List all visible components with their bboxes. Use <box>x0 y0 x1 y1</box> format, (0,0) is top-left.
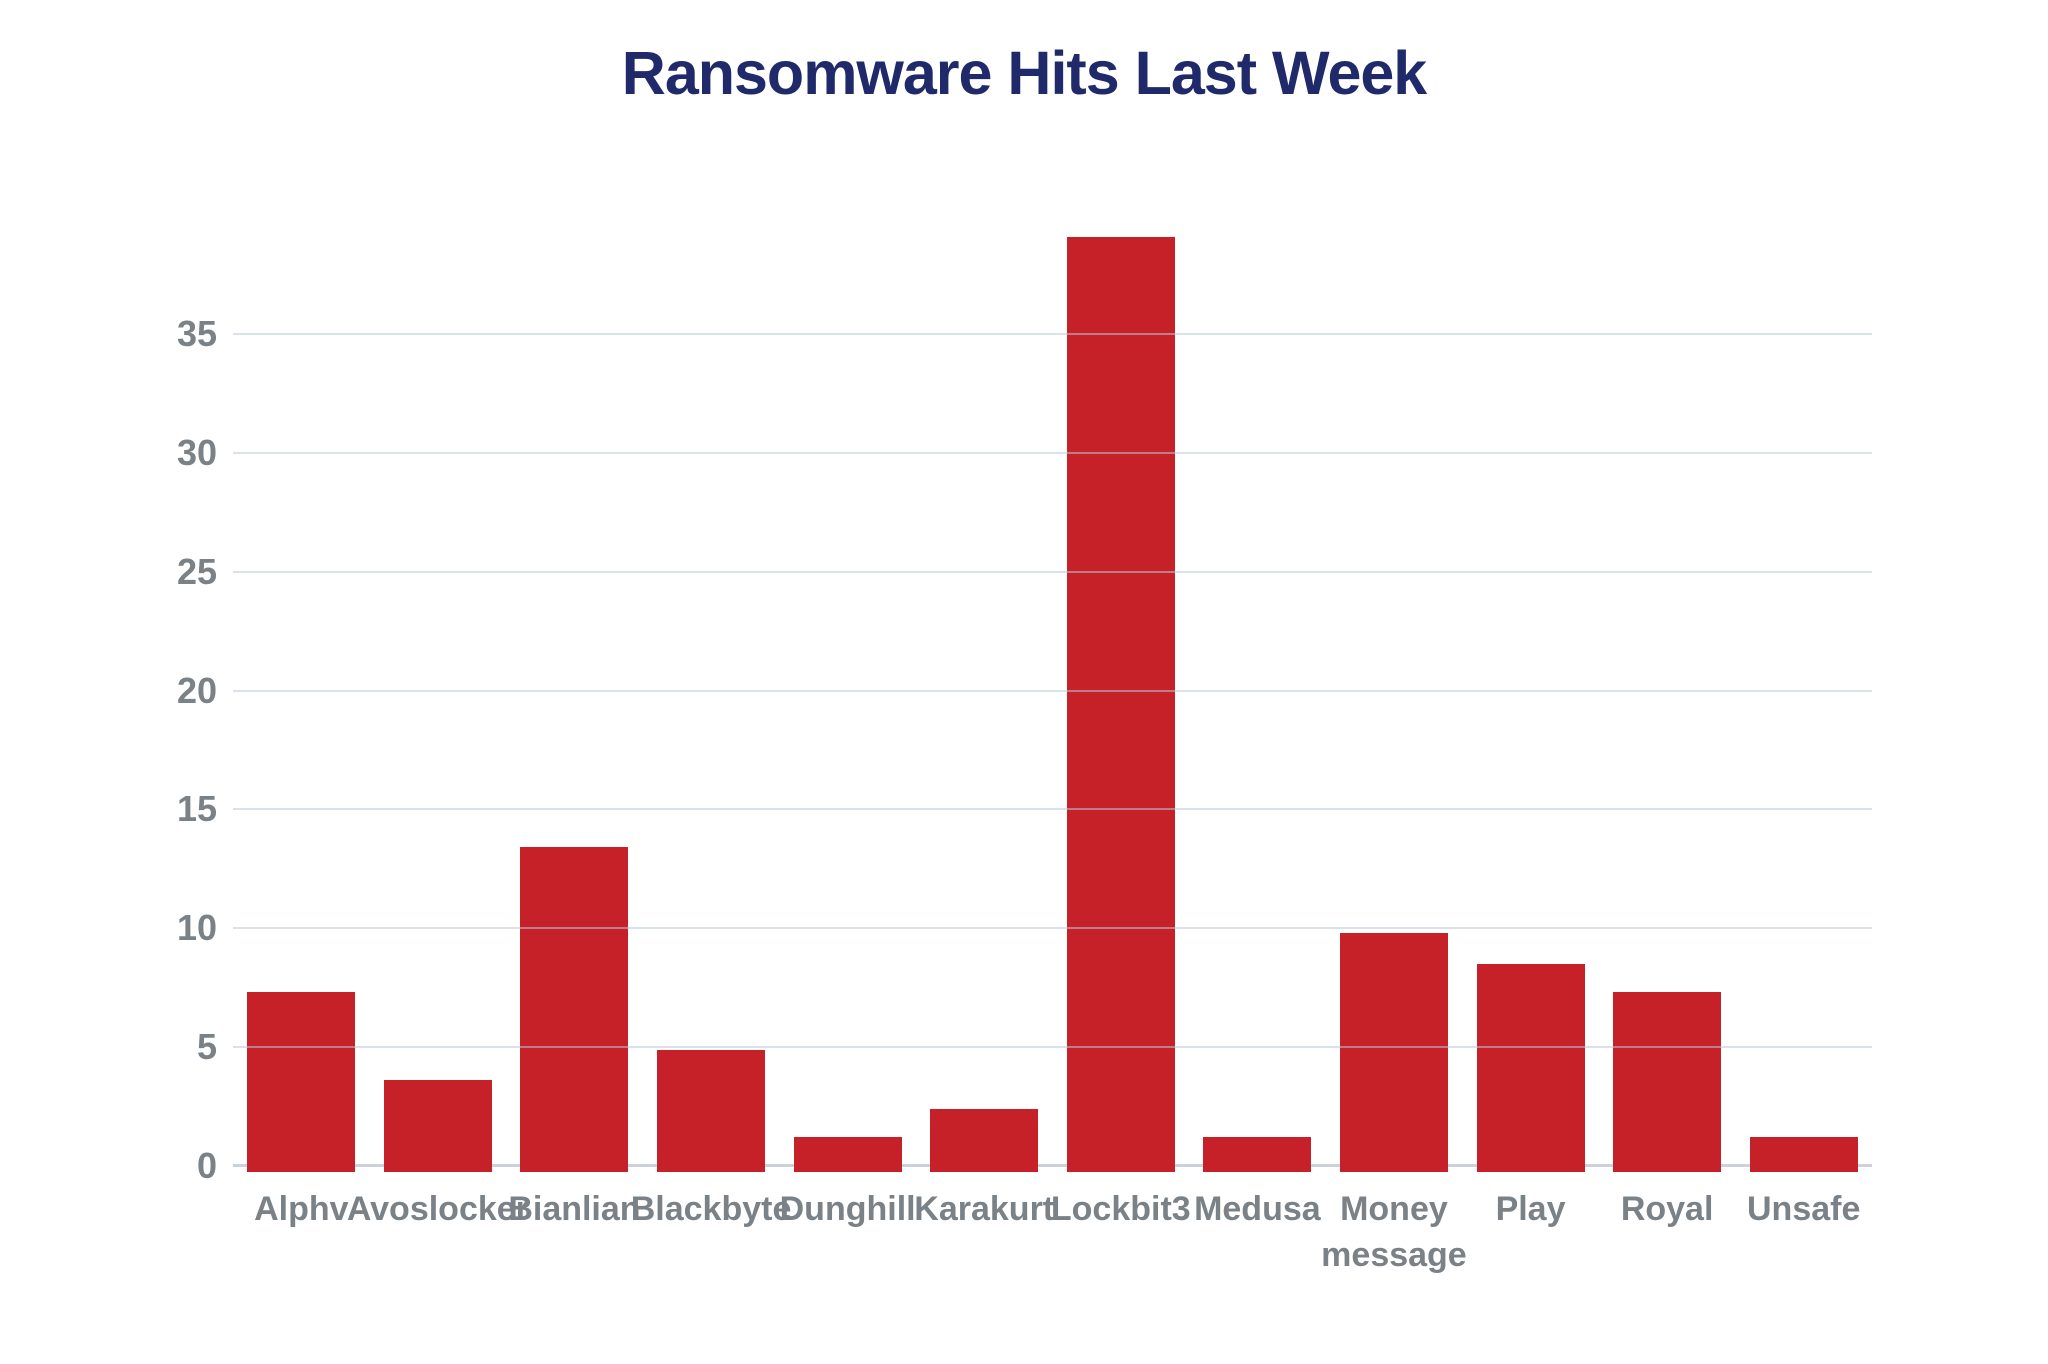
x-axis-line <box>233 1164 1872 1167</box>
x-label-lockbit3: Lockbit3 <box>1050 1186 1191 1232</box>
x-label-text-unsafe: Unsafe <box>1747 1190 1861 1228</box>
gridline-10 <box>233 927 1872 930</box>
bar-dunghill <box>793 1137 902 1172</box>
gridline-35 <box>233 333 1872 336</box>
x-label-text-lockbit3: Lockbit3 <box>1050 1190 1191 1228</box>
x-label-text-bianlian: Bianlian <box>508 1190 641 1228</box>
x-label-medusa: Medusa <box>1189 1186 1326 1232</box>
x-label-money-message: Money message <box>1321 1186 1467 1278</box>
x-label-text-avoslocker: Avoslocker <box>346 1190 529 1228</box>
chart-title: Ransomware Hits Last Week <box>621 39 1427 107</box>
x-label-unsafe: Unsafe <box>1735 1186 1872 1232</box>
bar-karakurt <box>930 1108 1039 1172</box>
bar-avoslocker <box>383 1080 492 1172</box>
y-tick-label-30: 30 <box>176 431 217 473</box>
x-label-text-alphv: Alphv <box>254 1190 349 1228</box>
x-label-alphv: Alphv <box>233 1186 370 1232</box>
gridline-15 <box>233 808 1872 811</box>
x-label-text-play: Play <box>1495 1190 1566 1228</box>
x-label-bianlian: Bianlian <box>506 1186 643 1232</box>
y-tick-label-15: 15 <box>176 788 217 830</box>
y-tick-label-20: 20 <box>176 669 217 711</box>
x-label-royal: Royal <box>1599 1186 1736 1232</box>
y-tick-label-5: 5 <box>196 1026 217 1068</box>
x-label-text-money-message: Money message <box>1321 1190 1467 1274</box>
bar-medusa <box>1203 1137 1312 1172</box>
bar-lockbit3 <box>1066 236 1175 1172</box>
bar-blackbyte <box>657 1049 766 1172</box>
x-label-text-medusa: Medusa <box>1194 1190 1321 1228</box>
x-label-text-blackbyte: Blackbyte <box>630 1190 792 1228</box>
y-tick-label-0: 0 <box>196 1145 217 1186</box>
x-label-dunghill: Dunghill <box>779 1186 916 1232</box>
x-label-text-karakurt: Karakurt <box>914 1190 1055 1228</box>
bar-alphv <box>247 992 356 1172</box>
bar-bianlian <box>520 847 629 1172</box>
x-label-karakurt: Karakurt <box>914 1186 1055 1232</box>
x-label-blackbyte: Blackbyte <box>631 1186 792 1232</box>
y-tick-label-35: 35 <box>176 313 217 355</box>
gridline-5 <box>233 1046 1872 1049</box>
x-label-avoslocker: Avoslocker <box>347 1186 529 1232</box>
bar-money-message <box>1339 933 1448 1172</box>
x-label-text-dunghill: Dunghill <box>779 1190 916 1228</box>
gridline-25 <box>233 570 1872 573</box>
gridline-30 <box>233 451 1872 454</box>
y-tick-label-10: 10 <box>176 907 217 949</box>
bar-unsafe <box>1749 1137 1858 1172</box>
x-label-text-royal: Royal <box>1620 1190 1714 1228</box>
bar-play <box>1476 963 1585 1172</box>
bar-royal <box>1613 992 1722 1172</box>
x-label-play: Play <box>1462 1186 1599 1232</box>
gridline-20 <box>233 689 1872 692</box>
y-tick-label-25: 25 <box>176 550 217 592</box>
